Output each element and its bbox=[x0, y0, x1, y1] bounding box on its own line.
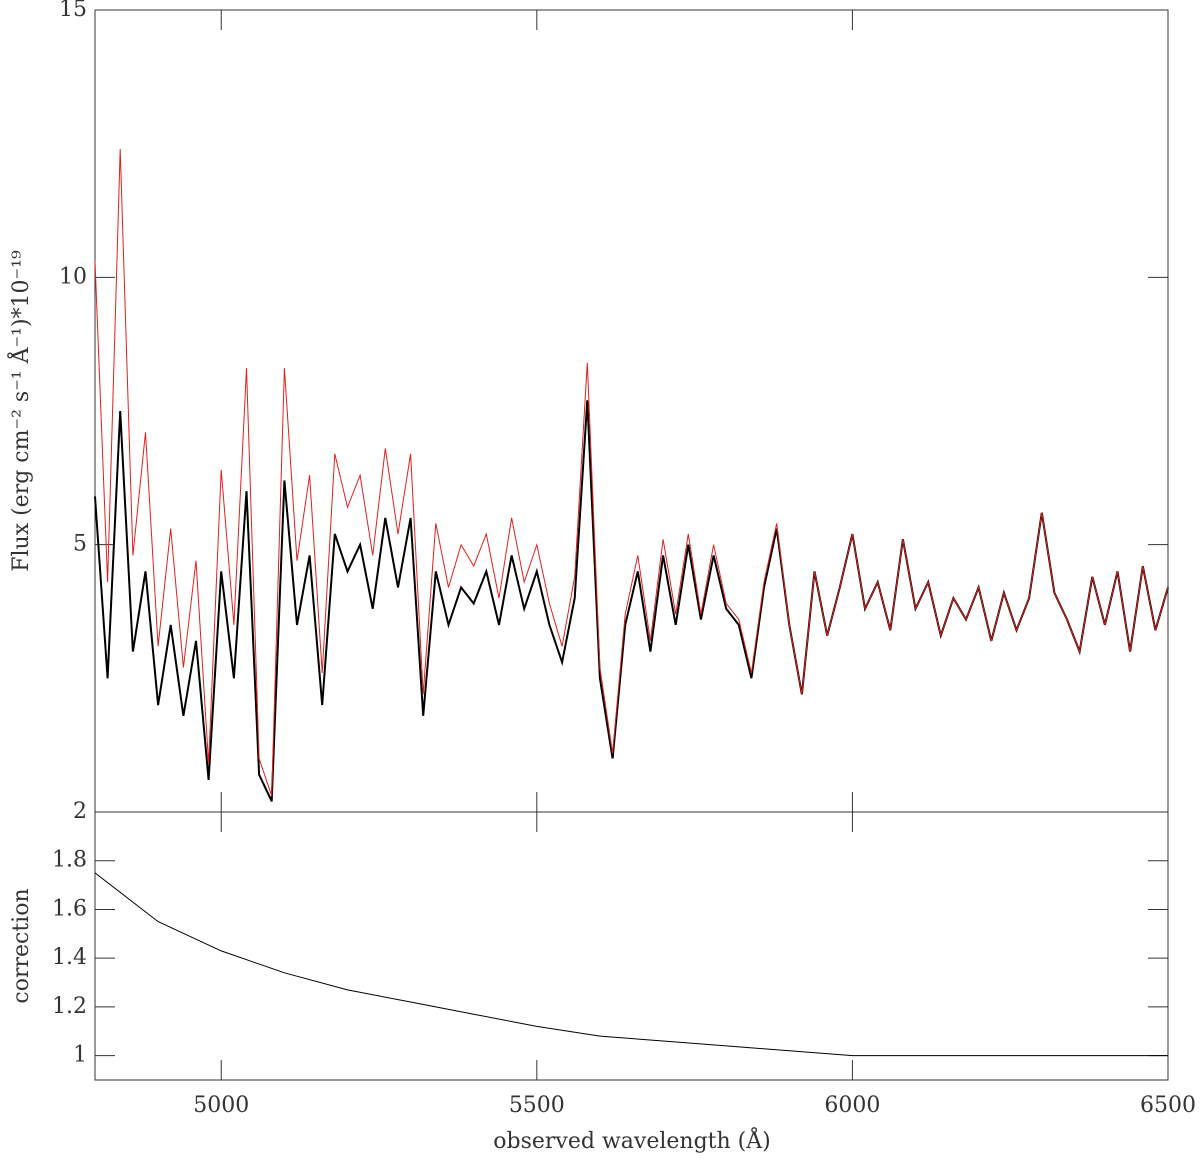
plot-frame bbox=[94, 811, 1169, 1081]
y-tick-label: 15 bbox=[59, 0, 87, 22]
y-tick-label: 1.8 bbox=[52, 848, 87, 873]
x-tick-label: 5000 bbox=[193, 1093, 249, 1118]
x-tick-label: 5500 bbox=[509, 1093, 565, 1118]
data-line bbox=[94, 148, 1169, 797]
x-tick-label: 6500 bbox=[1140, 1093, 1196, 1118]
y-tick-label: 5 bbox=[73, 532, 87, 557]
y-tick-label: 1 bbox=[73, 1043, 87, 1068]
data-line bbox=[94, 872, 1168, 1057]
x-axis-label: observed wavelength (Å) bbox=[493, 1126, 770, 1154]
y-axis-label: correction bbox=[9, 888, 34, 1003]
y-tick-label: 1.2 bbox=[52, 994, 87, 1019]
x-tick-label: 6000 bbox=[824, 1093, 880, 1118]
y-tick-label: 2 bbox=[73, 799, 87, 824]
y-tick-label: 1.4 bbox=[52, 945, 87, 970]
y-tick-label: 1.6 bbox=[52, 896, 87, 921]
y-tick-label: 10 bbox=[59, 264, 87, 289]
y-axis-label: Flux (erg cm⁻² s⁻¹ Å⁻¹)*10⁻¹⁹ bbox=[6, 250, 34, 572]
